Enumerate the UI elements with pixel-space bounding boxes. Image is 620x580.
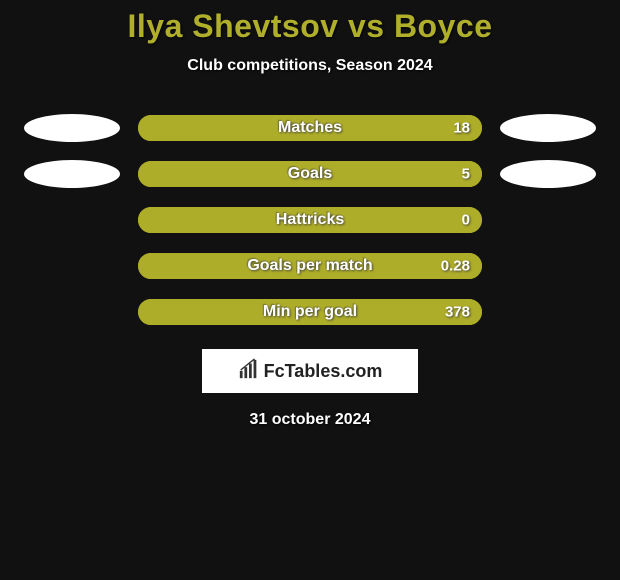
player-right-marker: [500, 114, 596, 142]
player-right-marker: [500, 160, 596, 188]
brand-text: FcTables.com: [264, 361, 383, 382]
stat-row: Goals 5: [0, 161, 620, 187]
stat-row: Goals per match 0.28: [0, 253, 620, 279]
stat-label: Goals: [288, 165, 332, 183]
stat-bar: Min per goal 378: [138, 299, 482, 325]
stat-row: Hattricks 0: [0, 207, 620, 233]
stat-label: Matches: [278, 119, 342, 137]
player-left-marker: [24, 114, 120, 142]
chart-icon: [238, 358, 260, 385]
stat-value: 0: [462, 212, 470, 229]
stat-row: Min per goal 378: [0, 299, 620, 325]
stat-row: Matches 18: [0, 115, 620, 141]
player-left-marker: [24, 160, 120, 188]
stat-value: 378: [445, 304, 470, 321]
stat-label: Min per goal: [263, 303, 357, 321]
page-subtitle: Club competitions, Season 2024: [0, 57, 620, 75]
brand-box: FcTables.com: [202, 349, 418, 393]
stat-rows: Matches 18 Goals 5 Hattricks 0 Goals per match…: [0, 115, 620, 325]
stat-bar: Goals 5: [138, 161, 482, 187]
date-text: 31 october 2024: [0, 411, 620, 429]
comparison-infographic: Ilya Shevtsov vs Boyce Club competitions…: [0, 0, 620, 429]
stat-label: Hattricks: [276, 211, 344, 229]
stat-bar: Hattricks 0: [138, 207, 482, 233]
stat-bar: Goals per match 0.28: [138, 253, 482, 279]
page-title: Ilya Shevtsov vs Boyce: [0, 8, 620, 45]
stat-value: 5: [462, 166, 470, 183]
stat-value: 18: [453, 120, 470, 137]
stat-bar: Matches 18: [138, 115, 482, 141]
stat-label: Goals per match: [247, 257, 372, 275]
stat-value: 0.28: [441, 258, 470, 275]
